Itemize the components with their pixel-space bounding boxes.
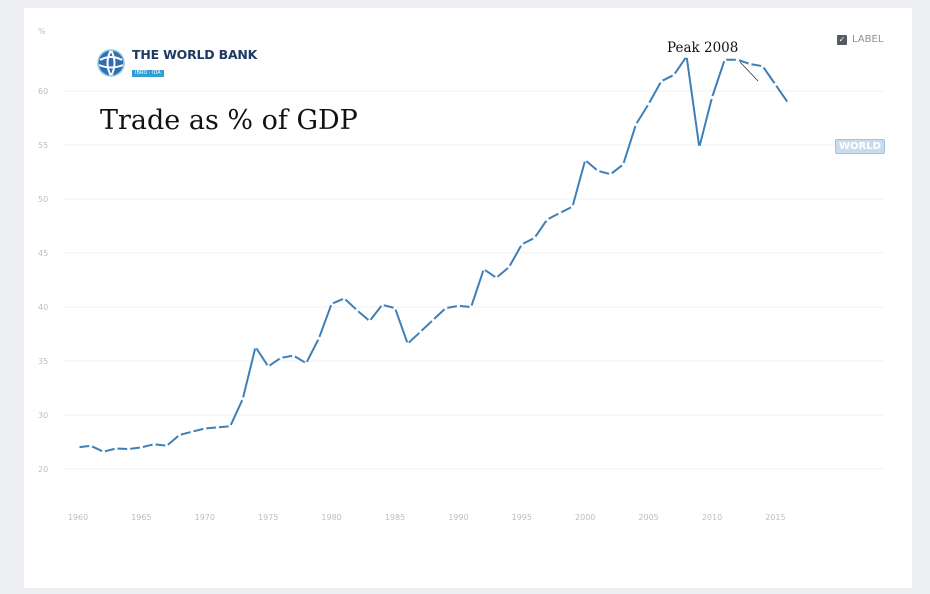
chart-title: Trade as % of GDP — [100, 105, 358, 136]
data-point[interactable] — [228, 424, 232, 428]
y-tick-label: 40 — [38, 303, 48, 312]
data-point[interactable] — [101, 450, 105, 454]
data-point[interactable] — [494, 276, 498, 280]
data-point[interactable] — [355, 308, 359, 312]
data-point[interactable] — [647, 102, 651, 106]
data-point[interactable] — [507, 265, 511, 269]
line-chart: % 20 30 35 40 45 50 55 60 1960 1965 1970 1975 1980 19… — [38, 27, 884, 522]
y-tick-label: 55 — [38, 141, 48, 150]
logo-subtitle: IBRD · IDA — [132, 70, 164, 78]
data-point[interactable] — [773, 82, 778, 87]
y-tick-label: 50 — [38, 195, 48, 204]
data-point[interactable] — [786, 101, 790, 105]
y-tick-label: 20 — [38, 465, 48, 474]
checkbox-checked-icon[interactable]: ✓ — [837, 34, 847, 45]
x-tick-label: 1990 — [448, 513, 468, 522]
x-tick-label: 2015 — [765, 513, 785, 522]
x-tick-label: 1960 — [68, 513, 88, 522]
data-point[interactable] — [380, 303, 384, 307]
world-bank-logo: THE WORLD BANK IBRD · IDA — [96, 48, 257, 78]
data-point[interactable] — [482, 267, 486, 271]
x-tick-label: 1995 — [512, 513, 532, 522]
data-point[interactable] — [215, 425, 220, 429]
data-point[interactable] — [659, 79, 663, 83]
data-point[interactable] — [710, 95, 714, 100]
y-tick-label: 30 — [38, 411, 48, 420]
data-point[interactable] — [444, 306, 448, 310]
y-tick-label: 60 — [38, 87, 48, 96]
x-tick-label: 1970 — [195, 513, 215, 522]
data-point[interactable] — [469, 305, 473, 309]
data-point[interactable] — [596, 169, 600, 173]
data-point[interactable] — [279, 356, 283, 360]
peak-annotation-leader — [739, 61, 759, 82]
data-point[interactable] — [330, 302, 334, 306]
data-point[interactable] — [266, 364, 270, 368]
x-tick-label: 1980 — [321, 513, 341, 522]
data-point[interactable] — [317, 336, 321, 340]
data-point[interactable] — [761, 64, 765, 68]
globe-icon — [97, 49, 125, 77]
data-point[interactable] — [545, 217, 549, 222]
data-point[interactable] — [177, 433, 181, 437]
x-tick-label: 1985 — [385, 513, 405, 522]
data-point[interactable] — [532, 236, 537, 240]
data-point[interactable] — [697, 145, 701, 149]
data-point[interactable] — [190, 430, 194, 434]
data-point[interactable] — [76, 445, 80, 449]
data-point[interactable] — [139, 445, 143, 449]
y-tick-label: 35 — [38, 357, 48, 366]
x-tick-label: 2000 — [575, 513, 595, 522]
data-point[interactable] — [583, 158, 587, 162]
x-tick-label: 2005 — [638, 513, 658, 522]
series-label-world[interactable]: WORLD — [835, 139, 885, 154]
x-tick-label: 1975 — [258, 513, 278, 522]
data-point[interactable] — [241, 397, 245, 401]
data-point[interactable] — [89, 444, 93, 448]
label-toggle-text: LABEL — [852, 34, 884, 45]
chart-card: % 20 30 35 40 45 50 55 60 1960 1965 1970 1975 1980 19… — [24, 8, 912, 588]
data-point[interactable] — [748, 62, 752, 66]
y-axis-unit: % — [38, 27, 46, 36]
x-tick-label: 1965 — [131, 513, 151, 522]
data-point[interactable] — [304, 361, 308, 365]
data-point[interactable] — [609, 172, 613, 176]
data-point[interactable] — [165, 444, 169, 448]
data-point[interactable] — [342, 296, 346, 300]
data-point[interactable] — [621, 162, 625, 166]
data-point[interactable] — [570, 205, 575, 209]
data-point[interactable] — [735, 58, 740, 62]
data-point[interactable] — [520, 242, 524, 246]
data-point[interactable] — [292, 354, 296, 358]
data-point[interactable] — [634, 122, 638, 127]
logo-name: THE WORLD BANK — [132, 46, 258, 62]
data-point[interactable] — [558, 211, 562, 215]
data-point[interactable] — [203, 426, 207, 431]
data-point[interactable] — [114, 446, 118, 451]
data-point[interactable] — [456, 304, 460, 308]
data-point[interactable] — [406, 342, 410, 346]
data-point[interactable] — [127, 447, 131, 451]
y-tick-label: 45 — [38, 249, 48, 258]
data-point[interactable] — [431, 318, 435, 322]
data-point[interactable] — [723, 58, 727, 62]
data-point[interactable] — [393, 306, 397, 310]
label-toggle[interactable]: ✓ LABEL — [837, 34, 883, 45]
data-point[interactable] — [253, 345, 258, 349]
data-point[interactable] — [418, 330, 422, 334]
data-point[interactable] — [685, 54, 689, 59]
data-point[interactable] — [368, 319, 372, 323]
data-point[interactable] — [672, 73, 676, 77]
data-point[interactable] — [152, 442, 156, 446]
x-tick-label: 2010 — [702, 513, 722, 522]
peak-annotation: Peak 2008 — [667, 40, 739, 56]
